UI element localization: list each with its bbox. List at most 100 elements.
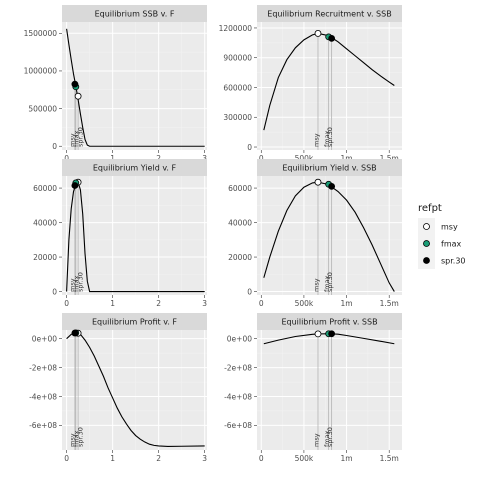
refpt-line-label: msy — [69, 433, 77, 447]
y-tick-label: 900000 — [223, 54, 252, 63]
x-tick-label: 500k — [295, 299, 314, 308]
panel-background — [62, 22, 207, 150]
facet-title: Equilibrium Yield v. SSB — [282, 164, 376, 173]
refpt-point-spr30 — [71, 182, 79, 189]
facet-title: Equilibrium Profit v. SSB — [281, 318, 377, 327]
legend-key-spr30 — [423, 257, 430, 264]
gridlines — [62, 330, 207, 450]
refpt-line-label: fmax — [73, 275, 81, 292]
x-tick-label: 500k — [295, 154, 314, 163]
facet-panel: Equilibrium Profit v. F 0 1 2 3 0e+00 -2e+08 -4… — [29, 313, 207, 463]
y-tick-label: 60000 — [228, 184, 252, 193]
facet-panel: Equilibrium Yield v. SSB 0 500k 1m 1.5m 0 2000… — [228, 159, 402, 308]
y-tick-label: 600000 — [223, 83, 252, 92]
panel-background — [62, 330, 207, 450]
x-tick-label: 1.5m — [380, 299, 399, 308]
y-tick-label: 1200000 — [219, 24, 253, 33]
refpt-point-msy — [74, 92, 82, 100]
panel-background — [62, 176, 207, 295]
y-tick-label: 40000 — [33, 218, 57, 227]
facet-strip — [257, 313, 402, 330]
x-tick-label: 1m — [341, 154, 353, 163]
y-tick-label: -4e+08 — [29, 392, 57, 401]
x-tick-label: 1m — [341, 299, 353, 308]
refpt-line-label: fmax — [73, 130, 81, 147]
refpt-line-label: fmax — [323, 430, 331, 447]
refpt-point-spr30 — [328, 330, 336, 338]
refpt-point-msy — [314, 330, 322, 338]
gridlines — [257, 22, 402, 150]
facet-panel: Equilibrium Yield v. F 0 1 2 3 0 20000 40000 600… — [33, 159, 207, 308]
refpt-line-label: spr.30 — [326, 127, 334, 147]
refpt-line-label: spr.30 — [77, 427, 85, 447]
x-tick-label: 2 — [156, 299, 161, 308]
facet-title: Equilibrium Yield v. F — [93, 164, 177, 173]
facet-strip — [62, 159, 207, 176]
y-tick-label: 0 — [52, 287, 57, 296]
facet-title: Equilibrium SSB v. F — [95, 10, 175, 19]
refpt-line-label: msy — [69, 133, 77, 147]
x-tick-label: 1.5m — [380, 154, 399, 163]
legend-label: spr.30 — [441, 257, 466, 266]
panels-layer: Equilibrium SSB v. F0 1 2 30500000100000015… — [24, 5, 402, 463]
y-tick-label: -6e+08 — [224, 421, 252, 430]
x-tick-label: 1 — [110, 454, 115, 463]
y-tick-label: 0 — [247, 287, 252, 296]
y-tick-label: 500000 — [28, 104, 57, 113]
y-tick-label: 20000 — [33, 253, 57, 262]
refpt-point-spr30 — [328, 182, 336, 190]
facet-panel: Equilibrium Recruitment v. SSB 0 500k 1m 1.5… — [219, 5, 402, 163]
refpt-point-spr30 — [328, 34, 336, 42]
x-tick-label: 2 — [156, 154, 161, 163]
equilibrium-curve — [66, 28, 205, 147]
x-tick-label: 1m — [341, 454, 353, 463]
refpt-line-label: spr.30 — [77, 272, 85, 292]
equilibrium-curve — [66, 181, 205, 293]
y-tick-label: 60000 — [33, 184, 57, 193]
x-tick-label: 3 — [202, 454, 207, 463]
y-tick-label: 0 — [247, 143, 252, 152]
facet-strip — [62, 5, 207, 22]
facet-title: Equilibrium Recruitment v. SSB — [267, 10, 391, 19]
y-tick-label: 40000 — [228, 218, 252, 227]
x-tick-label: 1.5m — [380, 454, 399, 463]
gridlines — [257, 330, 402, 450]
x-tick-label: 3 — [202, 154, 207, 163]
legend-label: msy — [441, 223, 458, 232]
y-tick-label: 0e+00 — [32, 334, 57, 343]
panel-plot-area — [66, 181, 205, 295]
x-tick-label: 0 — [259, 154, 264, 163]
panel-plot-area — [66, 332, 205, 450]
gridlines — [62, 22, 207, 150]
refpt-line-label: msy — [313, 133, 321, 147]
refpt-line-label: fmax — [323, 275, 331, 292]
refpt-point-spr30 — [71, 329, 79, 337]
y-tick-label: 1000000 — [24, 67, 58, 76]
refpt-point-spr30 — [71, 80, 79, 88]
gridlines — [62, 176, 207, 295]
x-tick-label: 1 — [110, 299, 115, 308]
y-tick-label: 20000 — [228, 253, 252, 262]
legend: refpt msy fmax spr.30 — [418, 203, 466, 269]
x-tick-label: 0 — [64, 454, 69, 463]
x-tick-label: 1 — [110, 154, 115, 163]
panel-background — [257, 330, 402, 450]
panel-background — [257, 22, 402, 150]
y-tick-label: 1500000 — [24, 29, 58, 38]
refpt-line-label: msy — [69, 278, 77, 292]
legend-label: fmax — [441, 240, 462, 249]
refpt-point-msy — [314, 30, 322, 37]
refpt-line-label: msy — [313, 433, 321, 447]
x-tick-label: 500k — [295, 454, 314, 463]
refpt-line-label: spr.30 — [326, 427, 334, 447]
y-tick-label: -4e+08 — [224, 392, 252, 401]
facet-panel: Equilibrium SSB v. F 0 1 2 3 0 500000 1000000 15… — [24, 5, 207, 163]
facet-title: Equilibrium Profit v. F — [92, 318, 177, 327]
y-tick-label: 300000 — [223, 113, 252, 122]
x-tick-label: 0 — [64, 154, 69, 163]
x-tick-label: 0 — [64, 299, 69, 308]
facet-panel: Equilibrium Profit v. SSB 0 500k 1m 1.5m 0e+0… — [224, 313, 402, 463]
refpt-line-label: spr.30 — [77, 127, 85, 147]
x-tick-label: 3 — [202, 299, 207, 308]
